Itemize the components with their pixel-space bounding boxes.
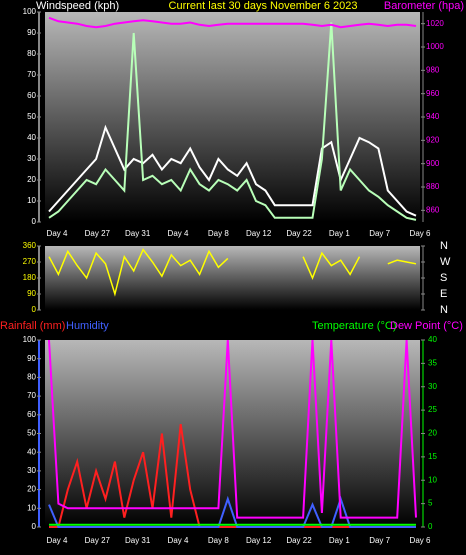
y-tick-label: 10 xyxy=(27,196,36,205)
x-tick-label: Day 31 xyxy=(125,229,151,238)
y2-tick-label: 20 xyxy=(428,429,437,438)
x-tick-label: Day 4 xyxy=(47,536,68,545)
y2-tick-label: 980 xyxy=(426,65,440,74)
y-tick-label: 40 xyxy=(27,447,36,456)
y-tick-label: 100 xyxy=(23,7,37,16)
y-tick-label: 20 xyxy=(27,175,36,184)
y2-tick-label: 1000 xyxy=(426,42,444,51)
y2-tick-label: 25 xyxy=(428,405,437,414)
series-line xyxy=(48,248,417,297)
y2-tick-label: 1020 xyxy=(426,19,444,28)
series-line xyxy=(48,495,416,528)
y2-tick-label: E xyxy=(440,288,447,300)
series-line xyxy=(48,124,417,217)
x-tick-label: Day 12 xyxy=(246,229,272,238)
plot-area xyxy=(45,246,420,310)
y-tick-label: 80 xyxy=(27,373,36,382)
y-tick-label: 90 xyxy=(27,289,36,298)
x-tick-label: Day 4 xyxy=(168,229,189,238)
legend-entry: Dew Point (°C) xyxy=(390,320,463,332)
plot-area xyxy=(45,12,420,222)
y-tick-label: 90 xyxy=(27,28,36,37)
y2-tick-label: 960 xyxy=(426,89,440,98)
y-tick-label: 70 xyxy=(27,70,36,79)
series-line xyxy=(48,16,417,29)
y-tick-label: 0 xyxy=(32,522,37,531)
x-tick-label: Day 6 xyxy=(410,229,431,238)
y-tick-label: 100 xyxy=(23,335,37,344)
y-tick-label: 30 xyxy=(27,154,36,163)
y-tick-label: 0 xyxy=(32,217,37,226)
y-tick-label: 60 xyxy=(27,91,36,100)
y2-tick-label: 5 xyxy=(428,499,433,508)
y2-tick-label: 30 xyxy=(428,382,437,391)
y-axis-label: Windspeed (kph) xyxy=(36,0,119,12)
y2-tick-label: 940 xyxy=(426,112,440,121)
y2-tick-label: 880 xyxy=(426,182,440,191)
legend-entry: Temperature (°C) xyxy=(312,320,396,332)
y2-tick-label: 15 xyxy=(428,452,437,461)
y-tick-label: 90 xyxy=(27,354,36,363)
y-tick-label: 30 xyxy=(27,466,36,475)
y2-tick-label: 35 xyxy=(428,358,437,367)
y2-tick-label: W xyxy=(440,256,451,268)
y2-tick-label: 10 xyxy=(428,475,437,484)
series-line xyxy=(48,339,417,519)
x-tick-label: Day 22 xyxy=(286,229,312,238)
series-line xyxy=(48,22,417,221)
y-tick-label: 10 xyxy=(27,503,36,512)
y-tick-label: 0 xyxy=(32,305,37,314)
legend-entry: Rainfall (mm) xyxy=(0,320,65,332)
x-tick-label: Day 27 xyxy=(85,229,111,238)
y-tick-label: 80 xyxy=(27,49,36,58)
x-tick-label: Day 22 xyxy=(286,536,312,545)
legend-entry: Humidity xyxy=(66,320,109,332)
y-tick-label: 40 xyxy=(27,133,36,142)
y-tick-label: 50 xyxy=(27,112,36,121)
chart-title: Current last 30 days November 6 2023 xyxy=(169,0,358,12)
y2-tick-label: N xyxy=(440,240,448,252)
y2-tick-label: 860 xyxy=(426,205,440,214)
y2-tick-label: 920 xyxy=(426,135,440,144)
y-tick-label: 70 xyxy=(27,391,36,400)
x-tick-label: Day 6 xyxy=(410,536,431,545)
y2-tick-label: 0 xyxy=(428,522,433,531)
x-tick-label: Day 12 xyxy=(246,536,272,545)
x-tick-label: Day 27 xyxy=(85,536,111,545)
y-tick-label: 50 xyxy=(27,429,36,438)
y2-axis-label: Barometer (hpa) xyxy=(384,0,464,12)
y-tick-label: 20 xyxy=(27,485,36,494)
y-tick-label: 360 xyxy=(23,241,37,250)
y-tick-label: 180 xyxy=(23,273,37,282)
x-tick-label: Day 31 xyxy=(125,536,151,545)
x-tick-label: Day 7 xyxy=(369,229,390,238)
x-tick-label: Day 7 xyxy=(369,536,390,545)
x-tick-label: Day 1 xyxy=(329,229,350,238)
x-tick-label: Day 8 xyxy=(208,536,229,545)
y-tick-label: 60 xyxy=(27,410,36,419)
y2-tick-label: S xyxy=(440,272,447,284)
y2-tick-label: 900 xyxy=(426,159,440,168)
y-tick-label: 270 xyxy=(23,257,37,266)
x-tick-label: Day 4 xyxy=(47,229,68,238)
x-tick-label: Day 1 xyxy=(329,536,350,545)
y2-tick-label: N xyxy=(440,304,448,316)
x-tick-label: Day 4 xyxy=(168,536,189,545)
x-tick-label: Day 8 xyxy=(208,229,229,238)
y2-tick-label: 40 xyxy=(428,335,437,344)
